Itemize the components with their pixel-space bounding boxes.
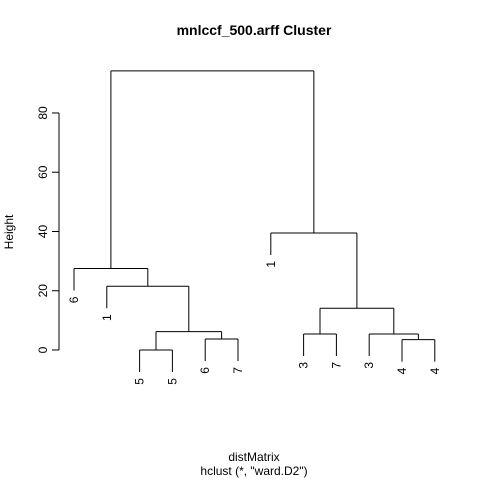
y-tick-label: 20 [36,284,50,298]
leaf-label: 7 [329,362,343,369]
y-axis: 0 20 40 60 80 [36,106,60,353]
leaf-label: 3 [362,362,376,369]
leaf-label: 4 [395,367,409,374]
y-tick-label: 0 [36,346,50,353]
leaf-label: 1 [100,314,114,321]
y-axis-label: Height [2,214,16,249]
leaf-labels: 6 1 5 5 6 7 1 3 7 3 4 4 [67,261,442,385]
chart-title: mnlccf_500.arff Cluster [177,22,332,38]
x-axis-sublabel: hclust (*, "ward.D2") [200,464,307,478]
leaf-label: 3 [297,362,311,369]
leaf-label: 1 [264,261,278,268]
y-tick-label: 40 [36,224,50,238]
leaf-label: 6 [198,367,212,374]
y-tick-label: 80 [36,106,50,120]
y-tick-label: 60 [36,165,50,179]
leaf-label: 7 [231,367,245,374]
leaf-label: 5 [133,378,147,385]
x-axis-label: distMatrix [228,450,279,464]
leaf-label: 4 [428,367,442,374]
dendrogram-tree [73,70,436,372]
leaf-label: 5 [165,378,179,385]
leaf-label: 6 [67,296,81,303]
